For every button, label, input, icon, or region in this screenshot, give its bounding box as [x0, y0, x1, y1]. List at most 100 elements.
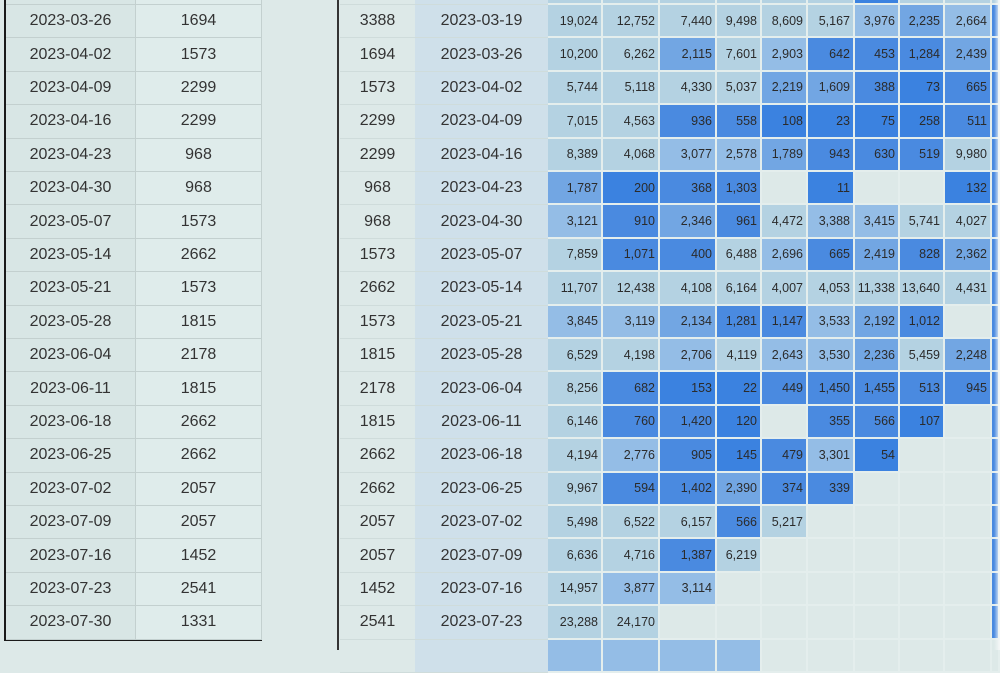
heatmap-cell[interactable]: 13,640 — [900, 272, 945, 306]
heatmap-cell[interactable]: 6,164 — [717, 272, 762, 306]
heatmap-cell[interactable]: 2,439 — [945, 38, 992, 72]
heatmap-cell[interactable]: 14,957 — [548, 572, 603, 607]
date-cell[interactable]: 2023-04-02 — [6, 38, 136, 72]
cohort-size-cell[interactable]: 2057 — [340, 506, 415, 540]
cohort-size-cell[interactable]: 1815 — [340, 339, 415, 373]
heatmap-cell[interactable]: 5,118 — [603, 71, 660, 106]
heatmap-cell[interactable]: 6,146 — [548, 405, 603, 440]
heatmap-cell[interactable]: 2,115 — [660, 38, 717, 72]
heatmap-cell[interactable]: 339 — [808, 472, 855, 506]
heatmap-cell[interactable]: 3,845 — [548, 305, 603, 339]
cohort-size-cell[interactable]: 968 — [340, 172, 415, 206]
heatmap-cell[interactable]: 3,388 — [808, 205, 855, 239]
heatmap-cell[interactable] — [717, 0, 762, 5]
cohort-size-cell[interactable]: 2662 — [340, 473, 415, 506]
heatmap-cell[interactable]: 3,530 — [808, 339, 855, 373]
heatmap-cell[interactable]: 2,706 — [660, 339, 717, 373]
heatmap-cell[interactable] — [660, 606, 717, 640]
heatmap-cell[interactable]: 24,170 — [603, 606, 660, 640]
heatmap-cell[interactable] — [548, 639, 603, 673]
heatmap-cell[interactable]: 4,194 — [548, 439, 603, 473]
heatmap-cell[interactable]: 642 — [808, 38, 855, 72]
heatmap-cell[interactable]: 513 — [900, 372, 945, 406]
heatmap-cell[interactable]: 2,219 — [762, 71, 808, 106]
heatmap-cell[interactable]: 7,859 — [548, 238, 603, 273]
cohort-size-cell[interactable]: 3388 — [340, 5, 415, 39]
heatmap-cell[interactable]: 145 — [717, 439, 762, 473]
heatmap-cell[interactable]: 1,402 — [660, 472, 717, 506]
heatmap-cell[interactable]: 594 — [603, 472, 660, 506]
heatmap-cell[interactable]: 6,636 — [548, 539, 603, 573]
heatmap-cell[interactable]: 4,027 — [945, 205, 992, 239]
heatmap-cell[interactable]: 2,419 — [855, 238, 900, 273]
heatmap-cell[interactable]: 453 — [855, 38, 900, 72]
heatmap-cell[interactable]: 1,147 — [762, 305, 808, 339]
heatmap-cell[interactable]: 132 — [945, 172, 992, 206]
heatmap-cell[interactable] — [945, 305, 992, 339]
heatmap-cell[interactable]: 1,787 — [548, 172, 603, 206]
heatmap-cell[interactable] — [900, 506, 945, 540]
cohort-date-cell[interactable]: 2023-04-23 — [415, 172, 548, 206]
table-cell[interactable] — [6, 0, 136, 5]
heatmap-cell[interactable] — [762, 572, 808, 607]
heatmap-cell[interactable]: 943 — [808, 138, 855, 172]
heatmap-cell[interactable]: 1,420 — [660, 405, 717, 440]
heatmap-cell[interactable]: 3,976 — [855, 5, 900, 39]
heatmap-cell[interactable] — [900, 172, 945, 206]
value-cell[interactable]: 1573 — [136, 272, 262, 306]
heatmap-cell[interactable]: 2,248 — [945, 339, 992, 373]
date-cell[interactable]: 2023-04-09 — [6, 71, 136, 106]
heatmap-cell[interactable]: 2,134 — [660, 305, 717, 339]
cohort-size-cell[interactable]: 1815 — [340, 406, 415, 440]
heatmap-cell[interactable] — [945, 506, 992, 540]
heatmap-cell[interactable]: 4,198 — [603, 339, 660, 373]
heatmap-cell[interactable]: 1,450 — [808, 372, 855, 406]
heatmap-cell[interactable] — [900, 472, 945, 506]
heatmap-cell[interactable]: 8,609 — [762, 5, 808, 39]
heatmap-cell[interactable]: 3,119 — [603, 305, 660, 339]
heatmap-cell[interactable]: 355 — [808, 405, 855, 440]
heatmap-cell[interactable] — [945, 472, 992, 506]
heatmap-cell[interactable]: 2,664 — [945, 5, 992, 39]
heatmap-cell[interactable]: 1,387 — [660, 539, 717, 573]
heatmap-cell[interactable]: 23,288 — [548, 606, 603, 640]
date-cell[interactable]: 2023-07-16 — [6, 539, 136, 573]
heatmap-cell[interactable]: 558 — [717, 105, 762, 139]
heatmap-cell[interactable] — [855, 539, 900, 573]
cohort-size-cell[interactable]: 2541 — [340, 606, 415, 640]
heatmap-cell[interactable] — [762, 606, 808, 640]
value-cell[interactable]: 1452 — [136, 539, 262, 573]
heatmap-cell[interactable]: 4,068 — [603, 138, 660, 172]
value-cell[interactable]: 2057 — [136, 472, 262, 506]
heatmap-cell[interactable]: 4,716 — [603, 539, 660, 573]
cohort-date-cell[interactable]: 2023-07-02 — [415, 506, 548, 540]
heatmap-cell[interactable]: 108 — [762, 105, 808, 139]
heatmap-cell[interactable] — [855, 172, 900, 206]
heatmap-cell[interactable] — [945, 606, 992, 640]
heatmap-cell[interactable]: 2,192 — [855, 305, 900, 339]
heatmap-cell[interactable]: 5,498 — [548, 506, 603, 540]
date-cell[interactable]: 2023-07-30 — [6, 606, 136, 640]
heatmap-cell[interactable]: 5,744 — [548, 71, 603, 106]
value-cell[interactable]: 2057 — [136, 506, 262, 540]
date-cell[interactable]: 2023-07-02 — [6, 472, 136, 506]
heatmap-cell[interactable] — [808, 639, 855, 673]
heatmap-cell[interactable]: 2,236 — [855, 339, 900, 373]
cohort-date-cell[interactable] — [415, 639, 548, 673]
cohort-size-cell[interactable]: 1573 — [340, 72, 415, 106]
cohort-size-cell[interactable]: 1694 — [340, 38, 415, 72]
heatmap-cell[interactable] — [945, 539, 992, 573]
heatmap-cell[interactable]: 5,459 — [900, 339, 945, 373]
heatmap-cell[interactable] — [900, 572, 945, 607]
value-cell[interactable]: 2178 — [136, 339, 262, 373]
heatmap-cell[interactable]: 6,219 — [717, 539, 762, 573]
heatmap-cell[interactable] — [900, 539, 945, 573]
heatmap-cell[interactable] — [717, 572, 762, 607]
cohort-date-cell[interactable]: 2023-03-19 — [415, 5, 548, 39]
cohort-size-cell[interactable]: 2662 — [340, 272, 415, 306]
value-cell[interactable]: 968 — [136, 138, 262, 172]
heatmap-cell[interactable]: 4,108 — [660, 272, 717, 306]
value-cell[interactable]: 1694 — [136, 5, 262, 39]
heatmap-cell[interactable]: 3,415 — [855, 205, 900, 239]
value-cell[interactable]: 1815 — [136, 372, 262, 406]
